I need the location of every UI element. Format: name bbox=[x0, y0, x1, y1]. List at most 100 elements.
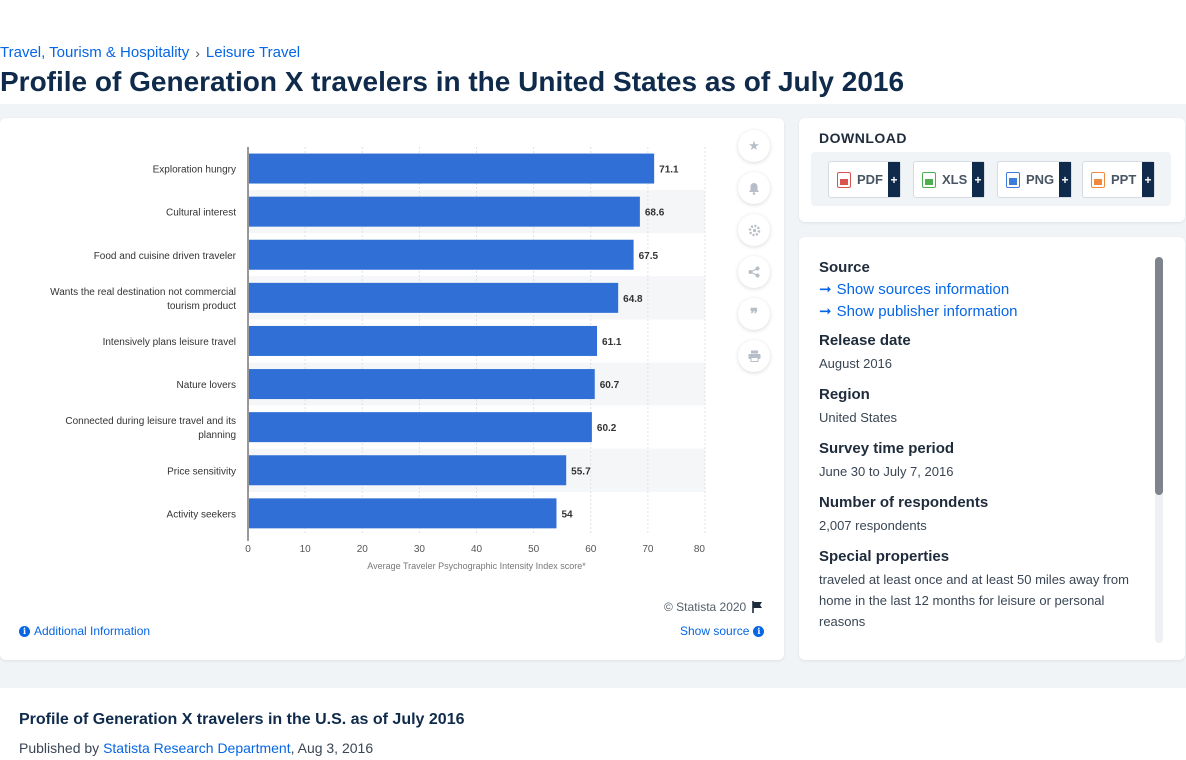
breadcrumb: Travel, Tourism & Hospitality › Leisure … bbox=[0, 44, 300, 61]
ppt-file-icon bbox=[1091, 171, 1105, 188]
show-publisher-label: Show publisher information bbox=[836, 302, 1018, 320]
show-sources-label: Show sources information bbox=[836, 280, 1010, 298]
download-ppt-button[interactable]: PPT + bbox=[1082, 161, 1155, 198]
additional-info-label: Additional Information bbox=[34, 624, 151, 638]
bar bbox=[249, 412, 592, 443]
download-xls-button[interactable]: XLS + bbox=[913, 161, 985, 198]
x-tick-label: 80 bbox=[694, 544, 706, 555]
download-buttons: PDF + XLS + PNG + PPT + bbox=[811, 152, 1171, 206]
bar bbox=[249, 239, 634, 270]
region-value: United States bbox=[819, 410, 898, 425]
bar bbox=[249, 498, 557, 529]
report-flag-icon[interactable] bbox=[752, 601, 763, 613]
release-date-heading: Release date bbox=[819, 332, 911, 349]
quote-cite-icon[interactable]: ❞ bbox=[738, 298, 770, 330]
plus-icon: + bbox=[1142, 162, 1154, 197]
show-source-label: Show source bbox=[680, 624, 750, 638]
breadcrumb-link-leisure[interactable]: Leisure Travel bbox=[205, 44, 301, 61]
bar bbox=[249, 153, 655, 184]
x-axis-label: Average Traveler Psychographic Intensity… bbox=[367, 561, 586, 571]
print-icon[interactable] bbox=[738, 340, 770, 372]
category-label: Connected during leisure travel and its bbox=[65, 416, 236, 427]
plus-icon: + bbox=[1059, 162, 1071, 197]
special-properties-heading: Special properties bbox=[819, 548, 950, 565]
source-heading: Source bbox=[819, 259, 870, 276]
info-icon: i bbox=[753, 625, 765, 637]
bar bbox=[249, 369, 595, 400]
publication-title: Profile of Generation X travelers in the… bbox=[19, 711, 465, 728]
download-png-button[interactable]: PNG + bbox=[997, 161, 1072, 198]
respondents-heading: Number of respondents bbox=[819, 494, 989, 511]
additional-info-link[interactable]: i Additional Information bbox=[19, 624, 150, 638]
data-label: 61.1 bbox=[602, 337, 622, 348]
info-icon: i bbox=[19, 625, 30, 637]
scrollbar-thumb[interactable] bbox=[1155, 257, 1163, 495]
png-label: PNG bbox=[1026, 172, 1055, 187]
x-tick-label: 20 bbox=[357, 544, 369, 555]
ppt-label: PPT bbox=[1111, 172, 1137, 187]
published-by-label: Published by bbox=[19, 740, 100, 756]
chart-toolbar: ★ ❞ bbox=[738, 130, 770, 372]
category-label: Price sensitivity bbox=[167, 466, 236, 477]
download-title: DOWNLOAD bbox=[819, 130, 907, 146]
chart-card: 71.1 Exploration hungry 68.6 Cultural inter… bbox=[0, 118, 784, 660]
data-label: 60.2 bbox=[597, 423, 617, 434]
download-card: DOWNLOAD PDF + XLS + PNG + PPT + bbox=[799, 118, 1185, 222]
breadcrumb-link-travel[interactable]: Travel, Tourism & Hospitality bbox=[0, 44, 190, 61]
data-label: 55.7 bbox=[571, 466, 591, 477]
data-label: 60.7 bbox=[600, 380, 620, 391]
bar bbox=[249, 282, 619, 313]
png-file-icon bbox=[1006, 171, 1020, 188]
settings-gear-icon[interactable] bbox=[738, 214, 770, 246]
breadcrumb-separator-icon: › bbox=[195, 44, 200, 61]
publication-date: , Aug 3, 2016 bbox=[290, 740, 374, 756]
category-label: Activity seekers bbox=[167, 509, 236, 520]
notification-bell-icon[interactable] bbox=[738, 172, 770, 204]
download-pdf-button[interactable]: PDF + bbox=[828, 161, 901, 198]
pdf-label: PDF bbox=[857, 172, 883, 187]
data-label: 71.1 bbox=[659, 165, 679, 176]
copyright-text: © Statista 2020 bbox=[664, 600, 747, 614]
share-icon[interactable] bbox=[738, 256, 770, 288]
bar bbox=[249, 455, 567, 486]
data-label: 54 bbox=[561, 509, 573, 520]
show-source-link[interactable]: Show source i bbox=[680, 624, 765, 638]
category-label: Cultural interest bbox=[166, 208, 236, 219]
xls-file-icon bbox=[922, 171, 936, 188]
show-sources-link[interactable]: ➞ Show sources information bbox=[819, 280, 1139, 299]
favorite-star-icon[interactable]: ★ bbox=[738, 130, 770, 162]
source-scrollbar[interactable] bbox=[1155, 257, 1163, 643]
data-label: 64.8 bbox=[623, 294, 643, 305]
publication-card: Profile of Generation X travelers in the… bbox=[0, 688, 1186, 760]
publisher-link[interactable]: Statista Research Department bbox=[103, 740, 291, 756]
category-label: Exploration hungry bbox=[153, 165, 236, 176]
survey-period-value: June 30 to July 7, 2016 bbox=[819, 464, 954, 479]
respondents-value: 2,007 respondents bbox=[819, 518, 927, 533]
x-tick-label: 70 bbox=[642, 544, 654, 555]
page-header: Travel, Tourism & Hospitality › Leisure … bbox=[0, 0, 1186, 104]
x-tick-label: 30 bbox=[414, 544, 426, 555]
region-heading: Region bbox=[819, 386, 870, 403]
arrow-right-icon: ➞ bbox=[819, 281, 832, 298]
category-label: Wants the real destination not commercia… bbox=[50, 287, 236, 298]
data-label: 67.5 bbox=[639, 251, 659, 262]
category-label: Food and cuisine driven traveler bbox=[94, 251, 237, 262]
survey-period-heading: Survey time period bbox=[819, 440, 955, 457]
source-details: Source ➞ Show sources information ➞ Show p… bbox=[819, 259, 1139, 644]
x-tick-label: 60 bbox=[585, 544, 597, 555]
x-tick-label: 40 bbox=[471, 544, 483, 555]
pdf-file-icon bbox=[837, 171, 851, 188]
x-tick-label: 10 bbox=[300, 544, 312, 555]
bar bbox=[249, 196, 640, 227]
show-publisher-link[interactable]: ➞ Show publisher information bbox=[819, 302, 1139, 321]
data-label: 68.6 bbox=[645, 208, 665, 219]
bar bbox=[249, 325, 598, 356]
x-tick-label: 50 bbox=[528, 544, 540, 555]
page-title: Profile of Generation X travelers in the… bbox=[0, 66, 905, 97]
release-date-value: August 2016 bbox=[819, 356, 893, 371]
plus-icon: + bbox=[972, 162, 984, 197]
source-card: Source ➞ Show sources information ➞ Show p… bbox=[799, 237, 1185, 660]
xls-label: XLS bbox=[942, 172, 968, 187]
bar-chart: 71.1 Exploration hungry 68.6 Cultural inter… bbox=[50, 147, 706, 571]
category-label: Nature lovers bbox=[177, 380, 236, 391]
